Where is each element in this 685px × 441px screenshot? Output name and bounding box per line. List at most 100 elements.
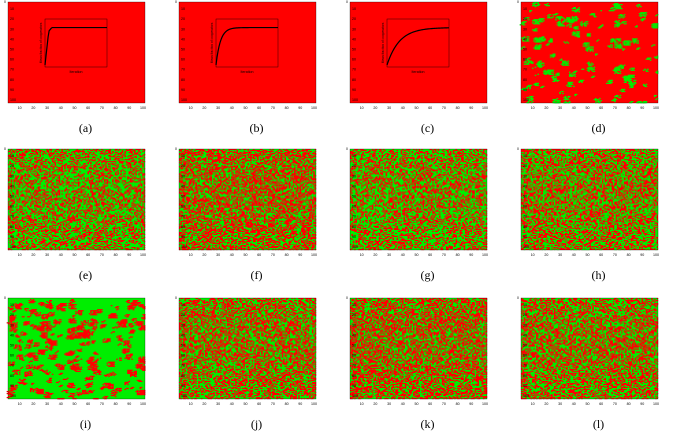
lattice-cell (538, 44, 541, 46)
lattice-cell (71, 328, 73, 330)
lattice-cell (129, 303, 132, 305)
lattice-cell (585, 21, 587, 23)
lattice-cell (87, 390, 90, 393)
lattice-cell (102, 383, 105, 386)
lattice-cell (139, 387, 142, 390)
lattice-cell (72, 327, 74, 329)
lattice-cell (623, 41, 626, 43)
lattice-cell (521, 22, 523, 24)
lattice-cell (110, 316, 113, 318)
lattice-cell (10, 320, 13, 322)
lattice-cell (143, 315, 146, 317)
lattice-cell (129, 355, 132, 357)
x-tick-label: 80 (456, 402, 460, 406)
lattice-cell (71, 330, 73, 332)
lattice-cell (121, 340, 124, 342)
lattice-cell (43, 317, 46, 319)
lattice-cell (110, 363, 113, 365)
lattice-cell (618, 67, 620, 69)
lattice-cell (13, 370, 16, 372)
lattice-cell (76, 391, 79, 394)
lattice-cell (40, 349, 43, 351)
lattice-cell (527, 62, 530, 64)
lattice-cell (525, 63, 527, 65)
lattice-cell (588, 62, 590, 64)
inset-frame (386, 18, 450, 68)
lattice-cell (28, 354, 31, 356)
lattice-cell (12, 306, 14, 308)
lattice-cell (61, 390, 63, 393)
lattice-cell (112, 316, 114, 318)
lattice-cell (97, 353, 99, 355)
lattice-cell (142, 323, 144, 325)
lattice-cell (571, 22, 574, 24)
lattice-cell (132, 374, 135, 376)
lattice-cell (36, 326, 39, 328)
lattice-cell (585, 47, 587, 49)
y-tick-label: 60 (523, 354, 527, 358)
lattice-cell (75, 327, 77, 329)
lattice-cell (575, 33, 578, 35)
lattice-cell (142, 391, 144, 394)
lattice-cell (31, 382, 33, 385)
lattice-cell (44, 342, 47, 344)
lattice-cell (132, 307, 135, 309)
x-tick-label: 80 (285, 106, 289, 110)
lattice-cell (523, 61, 526, 63)
lattice-cell (95, 352, 98, 354)
lattice-cell (644, 12, 646, 14)
lattice-cell (127, 381, 129, 384)
lattice-cell (95, 368, 98, 370)
lattice-cell (570, 26, 572, 28)
lattice-cell (526, 101, 529, 104)
lattice-cell (129, 307, 132, 309)
lattice-cell (530, 84, 533, 87)
lattice-cell (129, 369, 132, 371)
lattice-cell (117, 387, 120, 390)
lattice-cell (32, 354, 35, 356)
lattice-cell (589, 35, 592, 37)
lattice-cell (625, 78, 627, 80)
lattice-cell (527, 99, 530, 102)
lattice-cell (537, 65, 540, 67)
lattice-cell (95, 327, 98, 329)
lattice-cell (581, 80, 583, 82)
lattice-cell (36, 355, 39, 357)
lattice-cell (132, 371, 135, 373)
lattice-cell (10, 385, 13, 388)
inset-frame (215, 18, 279, 68)
lattice-cell (27, 322, 29, 324)
lattice-cell (21, 304, 24, 306)
lattice-cell (72, 322, 74, 324)
lattice-cell (568, 19, 571, 21)
lattice-cell (32, 356, 35, 358)
lattice-cell (72, 336, 74, 338)
lattice-cell (140, 358, 143, 360)
x-tick-label: 70 (442, 106, 446, 110)
lattice-cell (80, 334, 83, 336)
lattice-cell (28, 355, 31, 357)
lattice-cell (88, 378, 91, 381)
lattice-cell (593, 14, 596, 16)
lattice-cell (39, 329, 42, 331)
lattice-cell (46, 369, 48, 371)
lattice-cell (138, 321, 140, 323)
x-tick-label: 30 (558, 253, 562, 257)
lattice-cell (91, 378, 94, 381)
lattice-cell (18, 340, 21, 342)
lattice-cell (529, 57, 531, 59)
lattice-cell (633, 67, 635, 69)
lattice-cell (560, 17, 563, 19)
lattice-cell (43, 324, 46, 326)
lattice-cell (135, 372, 137, 374)
lattice-cell (12, 323, 14, 325)
lattice-cell (75, 365, 77, 367)
lattice-cell (129, 326, 132, 328)
lattice-cell (95, 320, 98, 322)
lattice-cell (608, 80, 611, 82)
lattice-cell (586, 42, 589, 44)
lattice-cell (9, 309, 11, 311)
lattice-cell (616, 21, 619, 23)
lattice-cell (34, 366, 36, 368)
lattice-cell (94, 363, 96, 365)
